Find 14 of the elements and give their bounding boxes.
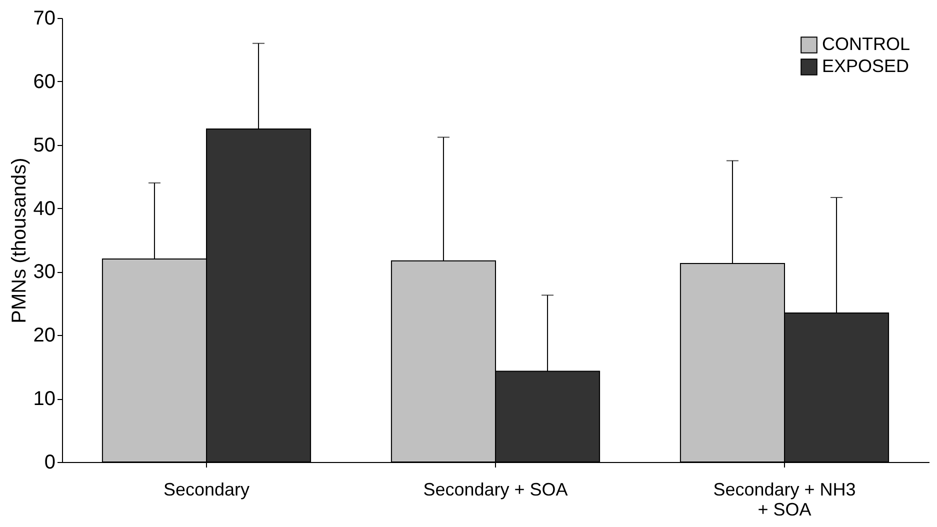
y-tick-label: 10 — [33, 388, 56, 410]
y-tick-label: 60 — [33, 70, 56, 93]
y-tick-label: 50 — [33, 134, 56, 156]
y-tick-label: 40 — [33, 198, 56, 220]
y-tick-label: 20 — [33, 324, 56, 347]
x-tick-label: Secondary + SOA — [423, 480, 568, 500]
y-tick-label: 0 — [44, 452, 56, 474]
legend-label: CONTROL — [822, 34, 910, 54]
y-axis-title: PMNs (thousands) — [8, 158, 30, 324]
legend-label: EXPOSED — [822, 56, 910, 76]
y-tick-label: 70 — [33, 8, 56, 30]
y-tick-label: 30 — [33, 261, 56, 284]
x-tick-label: Secondary + NH3 + SOA — [713, 480, 856, 520]
x-tick-label: Secondary — [163, 480, 250, 500]
